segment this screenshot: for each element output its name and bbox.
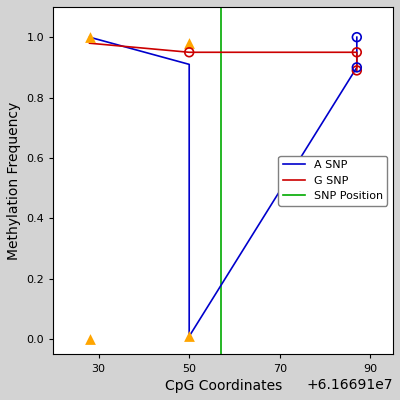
Point <box>86 336 93 342</box>
X-axis label: CpG Coordinates: CpG Coordinates <box>164 379 282 393</box>
Point <box>354 49 360 56</box>
Y-axis label: Methylation Frequency: Methylation Frequency <box>7 102 21 260</box>
Point <box>186 40 192 46</box>
Point <box>354 64 360 70</box>
Point <box>86 34 93 40</box>
Point <box>186 49 192 56</box>
Legend: A SNP, G SNP, SNP Position: A SNP, G SNP, SNP Position <box>278 156 388 206</box>
Point <box>186 333 192 340</box>
Point <box>354 67 360 74</box>
Point <box>354 34 360 40</box>
